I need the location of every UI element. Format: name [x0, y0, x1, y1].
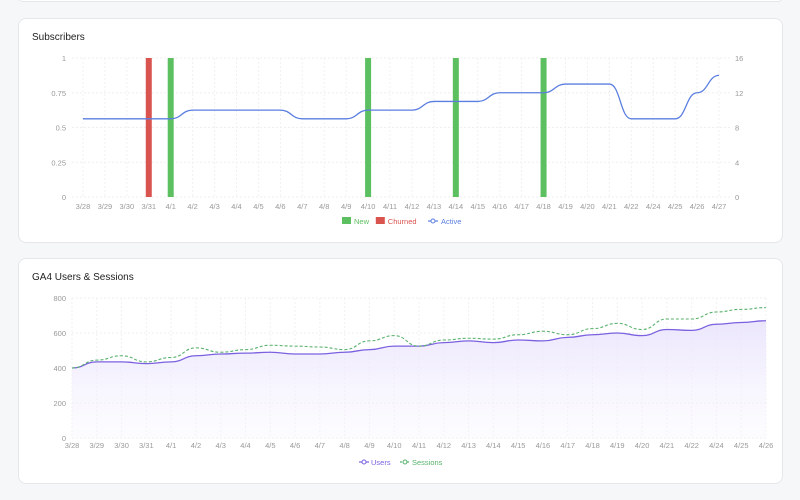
x-tick-label: 3/29: [89, 441, 104, 450]
x-tick-label: 4/19: [610, 441, 625, 450]
legend-label-churned: Churned: [388, 217, 417, 226]
legend-label-active: Active: [441, 217, 461, 226]
y-left-tick-label: 0: [62, 193, 66, 202]
x-tick-label: 4/18: [536, 202, 551, 211]
y-right-tick-label: 12: [735, 89, 743, 98]
x-tick-label: 4/24: [709, 441, 724, 450]
x-tick-label: 3/30: [114, 441, 129, 450]
y-tick-label: 400: [53, 364, 66, 373]
x-tick-label: 3/29: [98, 202, 113, 211]
x-tick-label: 4/15: [470, 202, 485, 211]
x-tick-label: 4/15: [511, 441, 526, 450]
x-tick-label: 4/22: [684, 441, 699, 450]
x-tick-label: 4/16: [492, 202, 507, 211]
legend-label-users: Users: [371, 458, 391, 467]
bar-new: [452, 58, 459, 197]
y-right-tick-label: 4: [735, 158, 739, 167]
area-fill-users: [72, 320, 766, 438]
x-tick-label: 3/28: [76, 202, 91, 211]
x-tick-label: 4/21: [660, 441, 675, 450]
legend-label-new: New: [354, 217, 370, 226]
x-tick-label: 4/10: [361, 202, 376, 211]
line-active: [82, 74, 720, 120]
legend-marker-active: [430, 218, 436, 224]
x-tick-label: 4/24: [646, 202, 661, 211]
legend-label-sessions: Sessions: [412, 458, 443, 467]
x-tick-label: 4/22: [624, 202, 639, 211]
x-tick-label: 4/27: [712, 202, 727, 211]
subscribers-card: Subscribers: [18, 18, 783, 243]
legend-swatch-churned: [375, 217, 385, 224]
y-right-tick-label: 0: [735, 193, 739, 202]
x-tick-label: 4/8: [339, 441, 349, 450]
x-tick-label: 4/9: [341, 202, 351, 211]
y-tick-label: 0: [62, 434, 66, 443]
x-tick-label: 4/2: [187, 202, 197, 211]
x-tick-label: 3/31: [139, 441, 154, 450]
y-right-tick-label: 8: [735, 124, 739, 133]
bar-new: [167, 58, 174, 197]
x-tick-label: 4/26: [759, 441, 774, 450]
y-left-tick-label: 1: [62, 54, 66, 63]
x-tick-label: 4/20: [635, 441, 650, 450]
x-tick-label: 4/9: [364, 441, 374, 450]
ga4-title: GA4 Users & Sessions: [32, 272, 134, 283]
x-tick-label: 4/16: [536, 441, 551, 450]
x-tick-label: 4/17: [560, 441, 575, 450]
bar-churned: [145, 58, 152, 197]
x-tick-label: 4/26: [690, 202, 705, 211]
x-tick-label: 4/17: [514, 202, 529, 211]
x-tick-label: 3/31: [141, 202, 156, 211]
x-tick-label: 4/7: [315, 441, 325, 450]
y-right-tick-label: 16: [735, 54, 743, 63]
x-tick-label: 4/14: [486, 441, 501, 450]
x-tick-label: 4/12: [436, 441, 451, 450]
x-tick-label: 4/12: [405, 202, 420, 211]
x-tick-label: 4/4: [231, 202, 241, 211]
legend-swatch-new: [342, 217, 351, 224]
x-tick-label: 4/10: [387, 441, 402, 450]
legend-marker-users: [361, 459, 367, 465]
y-tick-label: 800: [53, 294, 66, 303]
x-tick-label: 4/11: [412, 441, 426, 450]
y-left-tick-label: 0.25: [51, 158, 66, 167]
x-tick-label: 3/30: [120, 202, 135, 211]
x-tick-label: 4/14: [449, 202, 464, 211]
x-tick-label: 4/1: [166, 441, 176, 450]
x-tick-label: 4/7: [297, 202, 307, 211]
legend-marker-sessions: [402, 459, 408, 465]
x-tick-label: 4/18: [585, 441, 600, 450]
x-tick-label: 4/13: [427, 202, 442, 211]
x-tick-label: 4/4: [240, 441, 250, 450]
x-tick-label: 4/6: [290, 441, 300, 450]
x-tick-label: 4/8: [319, 202, 329, 211]
subscribers-title: Subscribers: [32, 32, 85, 43]
y-tick-label: 200: [53, 399, 66, 408]
x-tick-label: 4/5: [265, 441, 275, 450]
bar-new: [365, 58, 372, 197]
bar-new: [540, 58, 547, 197]
x-tick-label: 4/21: [602, 202, 617, 211]
x-tick-label: 4/1: [165, 202, 175, 211]
y-left-tick-label: 0.5: [56, 124, 66, 133]
x-tick-label: 4/25: [734, 441, 749, 450]
x-tick-label: 4/11: [383, 202, 397, 211]
y-left-tick-label: 0.75: [51, 89, 66, 98]
x-tick-label: 4/19: [558, 202, 573, 211]
y-tick-label: 600: [53, 329, 66, 338]
x-tick-label: 3/28: [65, 441, 80, 450]
x-tick-label: 4/13: [461, 441, 476, 450]
x-tick-label: 4/3: [215, 441, 225, 450]
x-tick-label: 4/6: [275, 202, 285, 211]
x-tick-label: 4/2: [191, 441, 201, 450]
line-sessions: [71, 307, 767, 369]
x-tick-label: 4/25: [668, 202, 683, 211]
x-tick-label: 4/3: [209, 202, 219, 211]
x-tick-label: 4/5: [253, 202, 263, 211]
x-tick-label: 4/20: [580, 202, 595, 211]
